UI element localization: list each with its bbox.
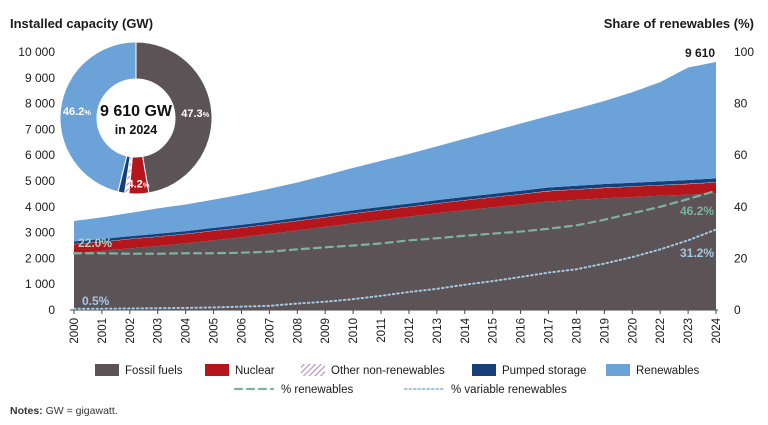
x-tick-label: 2017 (544, 318, 556, 344)
x-tick-label: 2000 (69, 318, 81, 344)
y-right-tick-label: 0 (734, 303, 741, 317)
x-tick-label: 2024 (711, 317, 723, 343)
renewables-share-2024-label: 46.2% (680, 204, 714, 218)
line-pct-renewables (72, 189, 718, 255)
x-tick-label: 2016 (516, 318, 528, 344)
x-tick-label: 2004 (181, 317, 193, 343)
x-tick-label: 2014 (460, 317, 472, 343)
donut-slice-label: 4.2% (127, 178, 149, 190)
left-axis-title: Installed capacity (GW) (10, 16, 153, 31)
x-tick-label: 2005 (209, 318, 221, 344)
donut-center-value: 9 610 GW (100, 103, 173, 120)
legend-swatch-pumped-storage (472, 364, 496, 376)
x-tick-label: 2020 (627, 318, 639, 344)
total-2024-label: 9 610 (685, 46, 715, 60)
x-tick-label: 2019 (599, 318, 611, 344)
legend-label-pct-variable-renewables: % variable renewables (451, 384, 567, 396)
x-tick-label: 2013 (432, 318, 444, 344)
donut-slice-value: 4.2 (127, 178, 142, 190)
y-left-tick-label: 6 000 (25, 148, 55, 162)
y-right-tick-label: 80 (734, 97, 748, 111)
area-pumped-storage (74, 178, 716, 244)
footnote: Notes: GW = gigawatt. (10, 405, 118, 417)
x-tick-label: 2007 (264, 318, 276, 344)
footnote-label: Notes: (10, 405, 43, 417)
x-tick-label: 2008 (292, 318, 304, 344)
legend-label-renewables: Renewables (636, 365, 700, 377)
legend-label-pct-renewables: % renewables (281, 384, 353, 396)
donut-slice-unit: % (143, 180, 150, 189)
variable-share-2000-label: 0.5% (82, 294, 110, 308)
donut-slice-value: 47.3 (181, 108, 202, 120)
area-renewables (74, 62, 716, 242)
legend-swatch-nuclear (205, 364, 229, 376)
area-nuclear (74, 182, 716, 254)
legend-swatch-other-non-renewables (301, 364, 325, 376)
legend-label-pumped-storage: Pumped storage (502, 365, 586, 377)
y-left-tick-label: 5 000 (25, 174, 55, 188)
legend-label-fossil-fuels: Fossil fuels (125, 365, 183, 377)
y-left-tick-label: 1 000 (25, 277, 55, 291)
y-left-tick-label: 4 000 (25, 200, 55, 214)
y-left-tick-label: 7 000 (25, 122, 55, 136)
y-left-tick-label: 9 000 (25, 71, 55, 85)
x-tick-label: 2011 (376, 318, 388, 343)
legend-label-other-non-renewables: Other non-renewables (331, 365, 445, 377)
x-tick-label: 2010 (348, 318, 360, 344)
y-left-tick-label: 0 (48, 303, 55, 317)
x-tick-label: 2022 (655, 318, 667, 344)
x-tick-label: 2023 (683, 318, 695, 344)
variable-share-2024-label: 31.2% (680, 246, 714, 260)
donut-slice-label: 47.3% (181, 108, 209, 120)
x-tick-label: 2001 (97, 318, 109, 344)
y-left-tick-label: 8 000 (25, 97, 55, 111)
donut-slice-unit: % (203, 110, 210, 119)
right-axis-title: Share of renewables (%) (604, 16, 754, 31)
x-tick-label: 2003 (153, 318, 165, 344)
footnote-text: GW = gigawatt. (43, 405, 118, 417)
x-tick-label: 2009 (320, 318, 332, 344)
line-pct-variable-renewables (73, 228, 717, 310)
donut-slice-value: 46.2 (63, 106, 84, 118)
x-tick-label: 2006 (236, 318, 248, 344)
renewables-share-2000-label: 22.0% (78, 236, 112, 250)
donut-slice-renewables (59, 41, 137, 193)
donut-slice-unit: % (84, 108, 91, 117)
y-right-tick-label: 20 (734, 251, 748, 265)
donut-slice-label: 46.2% (63, 106, 91, 118)
y-left-tick-label: 3 000 (25, 226, 55, 240)
x-tick-label: 2012 (404, 318, 416, 344)
legend-swatch-renewables (606, 364, 630, 376)
y-right-tick-label: 60 (734, 148, 748, 162)
y-left-tick-label: 2 000 (25, 251, 55, 265)
area-fossil-fuels (74, 193, 716, 310)
x-tick-label: 2018 (571, 318, 583, 344)
x-tick-label: 2015 (488, 318, 500, 344)
donut-slice-fossil-fuels (135, 41, 213, 194)
y-right-tick-label: 100 (734, 45, 754, 59)
y-right-tick-label: 40 (734, 200, 748, 214)
y-left-tick-label: 10 000 (18, 45, 55, 59)
x-tick-label: 2002 (125, 318, 137, 344)
legend-label-nuclear: Nuclear (235, 365, 275, 377)
legend-swatch-fossil-fuels (95, 364, 119, 376)
donut-center-caption: in 2024 (115, 123, 157, 137)
